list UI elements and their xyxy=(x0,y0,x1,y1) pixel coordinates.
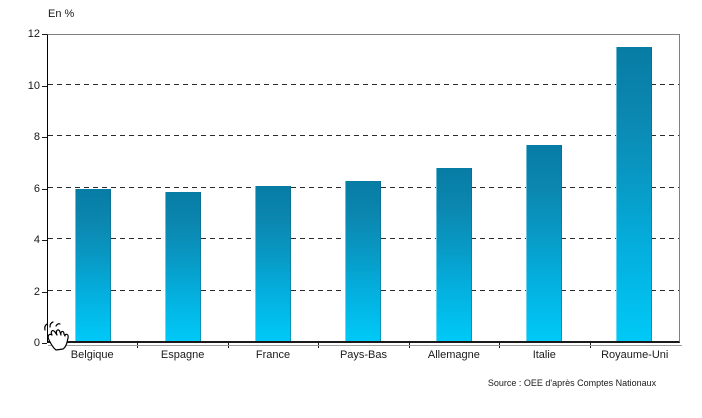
y-tick-mark-8 xyxy=(42,137,47,138)
bar-France xyxy=(255,186,292,341)
hand-cursor-icon xyxy=(44,321,69,351)
y-tick-label-12: 12 xyxy=(27,28,40,40)
x-label-Italie: Italie xyxy=(532,349,556,361)
y-tick-label-0: 0 xyxy=(33,337,40,349)
x-label-Pays-Bas: Pays-Bas xyxy=(339,349,388,361)
x-label-Espagne: Espagne xyxy=(160,349,205,361)
y-tick-mark-2 xyxy=(42,291,47,293)
plot-area xyxy=(47,34,680,343)
x-axis-shadow xyxy=(48,345,682,346)
y-tick-label-2: 2 xyxy=(33,285,40,298)
y-tick-mark-0 xyxy=(42,343,47,344)
y-tick-mark-4 xyxy=(42,240,47,241)
bar-slot-Allemagne xyxy=(409,35,499,341)
x-label-Allemagne: Allemagne xyxy=(427,349,480,361)
gridline-10 xyxy=(48,83,679,85)
bar-Allemagne xyxy=(435,168,472,341)
bar-Espagne xyxy=(165,192,202,341)
bar-slot-France xyxy=(228,35,318,341)
y-tick-label-8: 8 xyxy=(33,131,40,143)
x-label-Belgique: Belgique xyxy=(70,349,114,361)
bar-slot-Italie xyxy=(499,35,589,341)
y-axis-unit-label: En % xyxy=(48,8,75,20)
y-tick-label-4: 4 xyxy=(33,234,40,246)
bar-Italie xyxy=(525,145,562,341)
bar-Royaume-Uni xyxy=(615,47,652,341)
bar-slot-Royaume-Uni xyxy=(589,35,679,341)
x-axis-labels: Belgique Espagne France Pays-Bas Allemagne It… xyxy=(47,349,680,361)
x-label-France: France xyxy=(255,349,291,361)
source-caption: Source : OEE d'après Comptes Nationaux xyxy=(487,378,657,388)
bar-slot-Pays-Bas xyxy=(318,35,408,341)
y-tick-label-6: 6 xyxy=(33,182,40,195)
y-tick-mark-6 xyxy=(42,188,47,190)
bar-slot-Espagne xyxy=(138,35,228,341)
y-tick-mark-12 xyxy=(42,34,47,35)
x-label-Royaume-Uni: Royaume-Uni xyxy=(601,349,669,361)
y-tick-label-10: 10 xyxy=(27,79,40,92)
bar-Belgique xyxy=(75,189,112,341)
bar-Pays-Bas xyxy=(345,181,382,341)
y-tick-mark-10 xyxy=(42,85,47,87)
gridline-8 xyxy=(48,135,679,136)
bar-slot-Belgique xyxy=(48,35,138,341)
bars-layer xyxy=(48,35,679,341)
